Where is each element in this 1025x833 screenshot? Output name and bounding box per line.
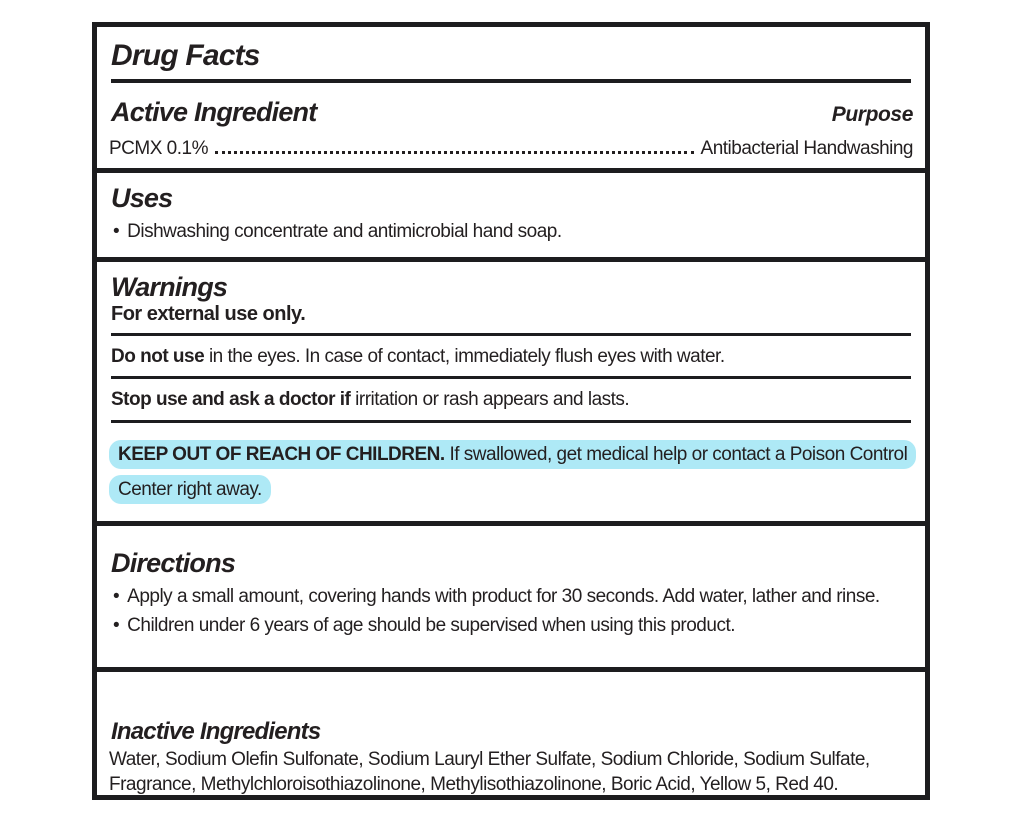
- keep-out-rest: If swallowed, get medical help or contac…: [118, 444, 908, 501]
- section-inactive-ingredients: Inactive Ingredients Water, Sodium Olefi…: [97, 667, 925, 833]
- drug-facts-label: Drug Facts Active Ingredient Purpose PCM…: [92, 22, 930, 800]
- bullet-icon: •: [113, 586, 120, 608]
- dot-leader: [214, 151, 694, 154]
- directions-heading: Directions: [111, 548, 236, 579]
- warnings-heading: Warnings: [111, 271, 228, 302]
- warnings-divider: [111, 332, 911, 336]
- section-directions: Directions • Apply a small amount, cover…: [97, 521, 925, 667]
- directions-item: • Apply a small amount, covering hands w…: [113, 585, 913, 610]
- uses-item: • Dishwashing concentrate and antimicrob…: [113, 220, 913, 245]
- stop-use-rest: irritation or rash appears and lasts.: [350, 389, 630, 411]
- keep-out-statement: KEEP OUT OF REACH OF CHILDREN. If swallo…: [109, 437, 917, 507]
- active-ingredient-name: PCMX 0.1%: [109, 138, 208, 159]
- active-ingredient-heading: Active Ingredient: [111, 97, 317, 127]
- directions-item-text: Apply a small amount, covering hands wit…: [127, 586, 880, 608]
- section-active-ingredient: Drug Facts Active Ingredient Purpose PCM…: [97, 27, 925, 168]
- active-ingredient-row: PCMX 0.1% Antibacterial Handwashing: [109, 138, 914, 160]
- do-not-use-statement: Do not use in the eyes. In case of conta…: [111, 345, 913, 370]
- warnings-divider: [111, 420, 911, 424]
- keep-out-lead: KEEP OUT OF REACH OF CHILDREN.: [118, 444, 445, 466]
- stop-use-statement: Stop use and ask a doctor if irritation …: [111, 388, 913, 413]
- purpose-heading: Purpose: [831, 103, 914, 126]
- directions-item: • Children under 6 years of age should b…: [113, 614, 913, 639]
- uses-item-text: Dishwashing concentrate and antimicrobia…: [127, 221, 562, 242]
- uses-heading: Uses: [111, 183, 173, 213]
- do-not-use-lead: Do not use: [111, 345, 205, 367]
- inactive-ingredients-heading: Inactive Ingredients: [111, 718, 321, 746]
- directions-item-text: Children under 6 years of age should be …: [127, 615, 735, 637]
- section-uses: Uses • Dishwashing concentrate and antim…: [97, 168, 925, 257]
- keep-out-highlight: KEEP OUT OF REACH OF CHILDREN. If swallo…: [109, 440, 917, 505]
- inactive-ingredients-text: Water, Sodium Olefin Sulfonate, Sodium L…: [109, 749, 870, 796]
- external-use-statement: For external use only.: [111, 302, 306, 325]
- title-rule: [111, 79, 911, 83]
- do-not-use-rest: in the eyes. In case of contact, immedia…: [204, 345, 725, 367]
- bullet-icon: •: [113, 221, 120, 242]
- bullet-icon: •: [113, 615, 120, 637]
- section-warnings: Warnings For external use only. Do not u…: [97, 256, 925, 522]
- stop-use-lead: Stop use and ask a doctor if: [111, 389, 351, 411]
- active-ingredient-purpose: Antibacterial Handwashing: [700, 138, 914, 159]
- drug-facts-title: Drug Facts: [111, 39, 261, 72]
- active-ingredient-header-row: Active Ingredient Purpose: [109, 95, 913, 134]
- warnings-divider: [111, 376, 911, 380]
